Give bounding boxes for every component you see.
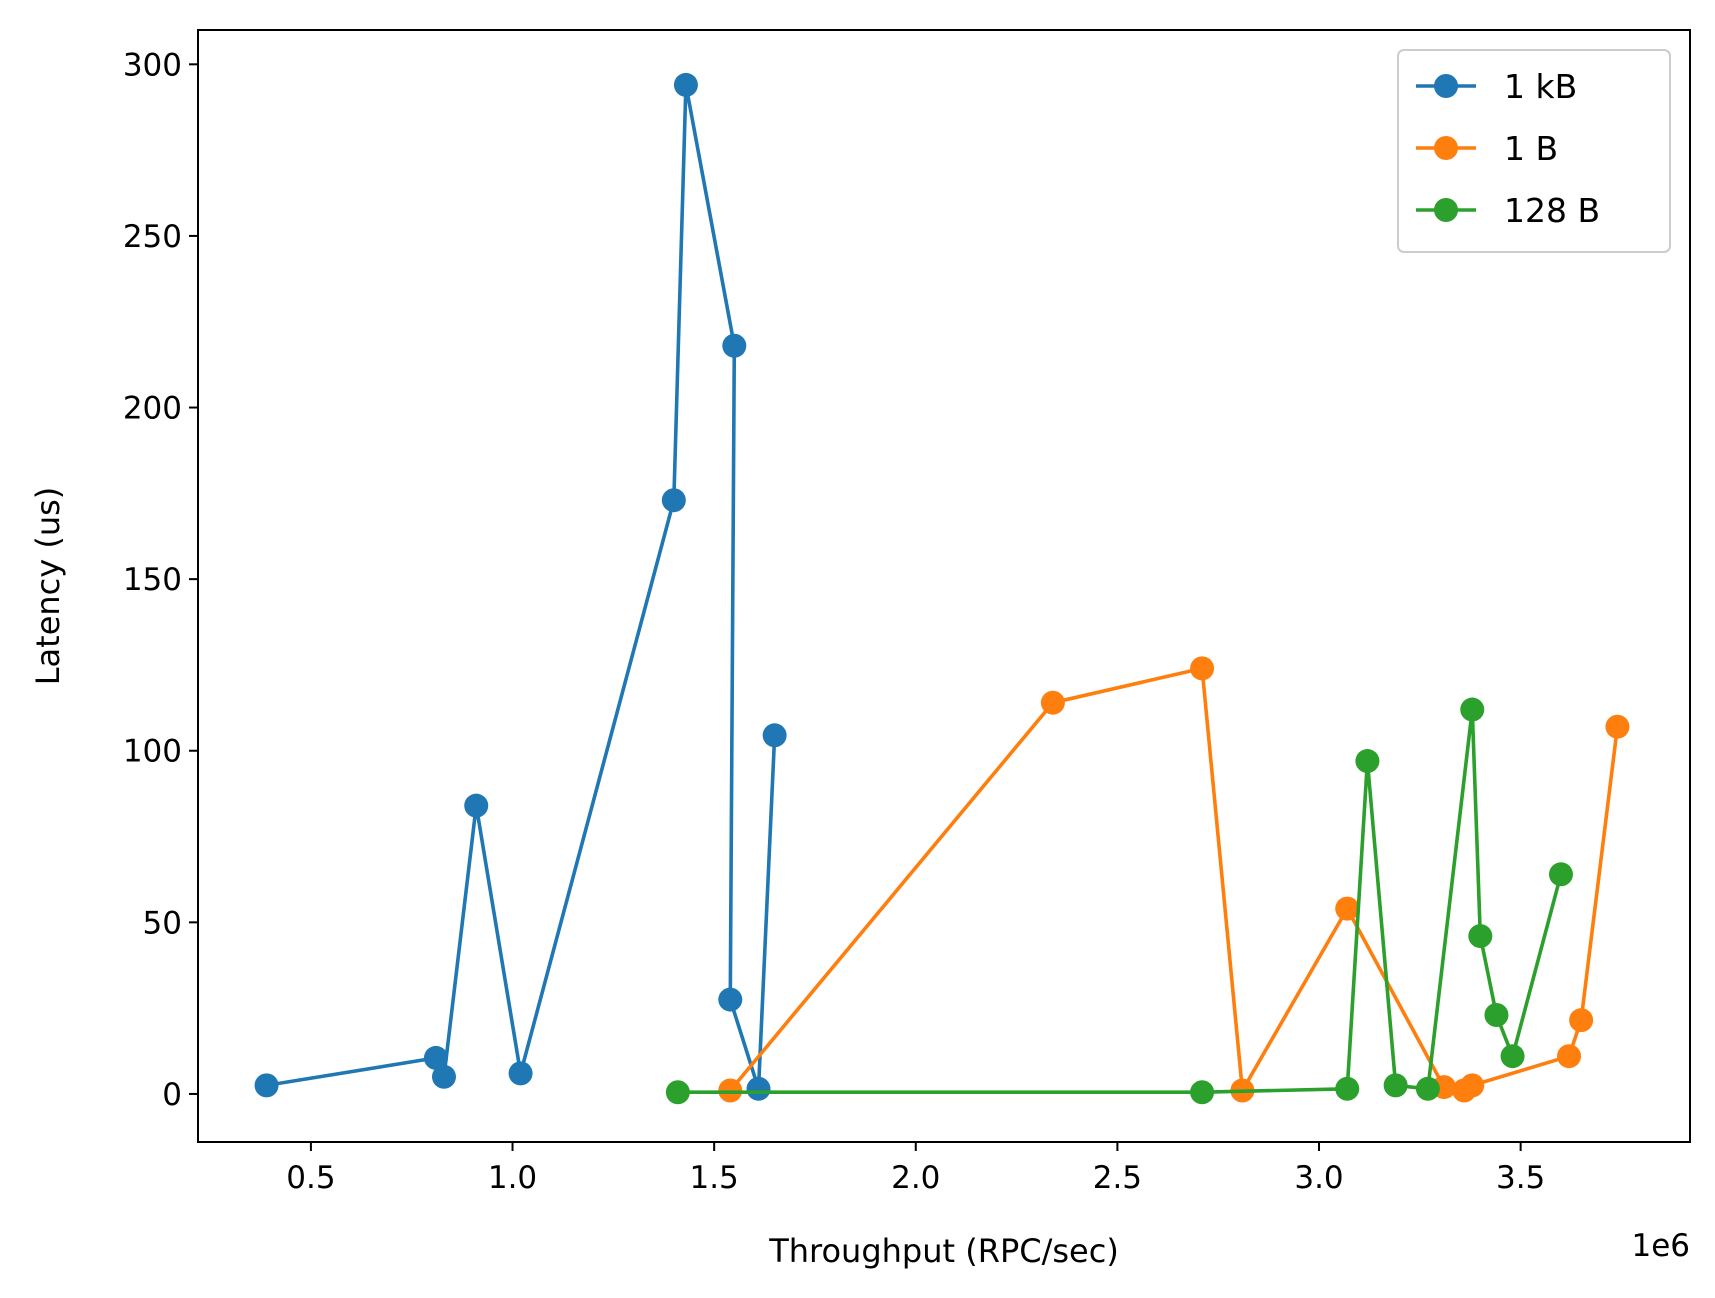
data-point <box>762 723 787 748</box>
x-tick-label: 1.5 <box>689 1160 738 1196</box>
y-tick-label: 150 <box>123 562 182 598</box>
legend-marker <box>1434 74 1458 98</box>
y-tick-label: 0 <box>162 1077 182 1113</box>
data-point <box>1460 1073 1485 1098</box>
data-point <box>1190 1080 1215 1105</box>
data-point <box>1040 690 1065 715</box>
y-tick-label: 50 <box>143 905 182 941</box>
data-point <box>1500 1044 1525 1069</box>
data-point <box>661 488 686 513</box>
data-point <box>665 1080 690 1105</box>
data-point <box>1548 862 1573 887</box>
x-axis-label: Throughput (RPC/sec) <box>768 1232 1119 1270</box>
y-tick-label: 250 <box>123 219 182 255</box>
data-point <box>464 793 489 818</box>
data-point <box>508 1061 533 1086</box>
data-point <box>1605 714 1630 739</box>
data-point <box>1335 1076 1360 1101</box>
legend-item: 1 kB <box>1416 67 1577 106</box>
x-tick-label: 0.5 <box>286 1160 335 1196</box>
legend-label: 1 B <box>1504 129 1558 168</box>
data-point <box>673 72 698 97</box>
x-tick-label: 3.5 <box>1496 1160 1545 1196</box>
legend-marker <box>1434 198 1458 222</box>
x-tick-label: 2.5 <box>1093 1160 1142 1196</box>
data-point <box>1569 1008 1594 1033</box>
x-axis-offset-label: 1e6 <box>1631 1228 1690 1264</box>
x-tick-label: 3.0 <box>1294 1160 1343 1196</box>
legend-marker <box>1434 136 1458 160</box>
data-point <box>1415 1076 1440 1101</box>
data-point <box>722 333 747 358</box>
legend: 1 kB 1 B 128 B <box>1397 49 1671 253</box>
data-point <box>718 987 743 1012</box>
data-point <box>1335 896 1360 921</box>
data-point <box>254 1073 279 1098</box>
data-point <box>423 1045 448 1070</box>
y-tick-label: 300 <box>123 47 182 83</box>
data-point <box>1190 656 1215 681</box>
legend-item: 128 B <box>1416 191 1600 230</box>
y-tick-label: 100 <box>123 734 182 770</box>
data-point <box>1383 1073 1408 1098</box>
data-point <box>1460 697 1485 722</box>
data-point <box>1557 1044 1582 1069</box>
data-point <box>1355 749 1380 774</box>
axes-layer: 0.5 1.0 1.5 2.0 2.5 3.0 3.5 0 50 100 150 200 250 300 <box>123 29 1691 1196</box>
y-tick-label: 200 <box>123 391 182 427</box>
legend-label: 1 kB <box>1504 67 1577 106</box>
series-1-kb <box>254 72 787 1101</box>
data-point <box>431 1064 456 1089</box>
legend-item: 1 B <box>1416 129 1558 168</box>
data-point <box>1484 1003 1509 1028</box>
legend-frame <box>1397 49 1671 253</box>
legend-label: 128 B <box>1504 191 1600 230</box>
series-128-b <box>665 697 1573 1105</box>
y-axis-label: Latency (us) <box>29 487 67 686</box>
series-1-b <box>718 656 1630 1103</box>
data-point <box>1468 924 1493 949</box>
x-tick-label: 1.0 <box>488 1160 537 1196</box>
data-point <box>746 1076 771 1101</box>
x-tick-label: 2.0 <box>891 1160 940 1196</box>
series-layer <box>254 72 1630 1105</box>
plot-frame <box>197 29 1691 1143</box>
